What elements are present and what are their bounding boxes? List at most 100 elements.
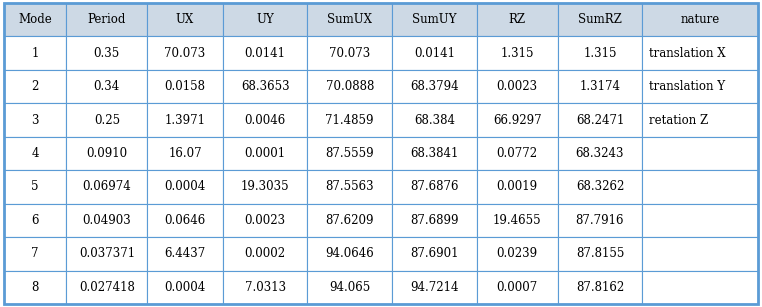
Text: 0.0023: 0.0023 (245, 214, 286, 227)
Bar (477, 270, 558, 304)
Text: 0.0023: 0.0023 (497, 80, 538, 93)
Bar (4, 70, 66, 103)
Bar (642, 270, 758, 304)
Bar (392, 170, 477, 204)
Bar (223, 204, 307, 237)
Text: 6: 6 (31, 214, 39, 227)
Bar (392, 3, 477, 37)
Bar (642, 170, 758, 204)
Bar (66, 70, 147, 103)
Bar (223, 3, 307, 37)
Bar (66, 103, 147, 137)
Text: 6.4437: 6.4437 (165, 247, 206, 260)
Bar (147, 3, 223, 37)
Bar (307, 170, 392, 204)
Bar (147, 204, 223, 237)
Bar (307, 70, 392, 103)
Bar (4, 3, 66, 37)
Bar (4, 170, 66, 204)
Text: UY: UY (256, 13, 274, 26)
Bar (147, 37, 223, 70)
Text: 19.3035: 19.3035 (241, 181, 290, 193)
Bar (642, 204, 758, 237)
Text: 1.315: 1.315 (501, 47, 534, 60)
Bar (558, 204, 642, 237)
Bar (307, 3, 392, 37)
Bar (66, 37, 147, 70)
Text: 0.0007: 0.0007 (497, 281, 538, 294)
Text: 68.3653: 68.3653 (241, 80, 290, 93)
Text: 0.0646: 0.0646 (165, 214, 206, 227)
Bar (147, 70, 223, 103)
Bar (307, 137, 392, 170)
Bar (223, 137, 307, 170)
Text: 0.0239: 0.0239 (497, 247, 538, 260)
Text: 1.3971: 1.3971 (165, 114, 206, 126)
Bar (477, 103, 558, 137)
Bar (642, 237, 758, 270)
Text: 3: 3 (31, 114, 39, 126)
Text: UX: UX (176, 13, 194, 26)
Text: 0.0019: 0.0019 (497, 181, 538, 193)
Text: 68.3841: 68.3841 (410, 147, 459, 160)
Text: 0.0910: 0.0910 (86, 147, 127, 160)
Text: 94.065: 94.065 (329, 281, 370, 294)
Bar (66, 137, 147, 170)
Bar (66, 237, 147, 270)
Bar (147, 270, 223, 304)
Bar (223, 103, 307, 137)
Bar (223, 170, 307, 204)
Text: translation X: translation X (649, 47, 726, 60)
Text: 0.0772: 0.0772 (497, 147, 538, 160)
Bar (307, 237, 392, 270)
Bar (392, 70, 477, 103)
Text: 0.027418: 0.027418 (79, 281, 135, 294)
Bar (307, 204, 392, 237)
Bar (223, 70, 307, 103)
Bar (642, 37, 758, 70)
Text: 87.6209: 87.6209 (325, 214, 374, 227)
Text: 0.0158: 0.0158 (165, 80, 206, 93)
Text: 0.0046: 0.0046 (245, 114, 286, 126)
Text: 68.3262: 68.3262 (576, 181, 624, 193)
Bar (558, 170, 642, 204)
Text: 87.6876: 87.6876 (410, 181, 459, 193)
Text: 0.35: 0.35 (94, 47, 120, 60)
Text: 0.06974: 0.06974 (82, 181, 131, 193)
Bar (147, 103, 223, 137)
Bar (307, 270, 392, 304)
Bar (4, 237, 66, 270)
Bar (477, 204, 558, 237)
Bar (307, 37, 392, 70)
Text: SumUY: SumUY (412, 13, 456, 26)
Bar (392, 37, 477, 70)
Text: RZ: RZ (508, 13, 526, 26)
Text: 87.6901: 87.6901 (410, 247, 459, 260)
Text: 0.0002: 0.0002 (245, 247, 286, 260)
Text: 68.384: 68.384 (414, 114, 455, 126)
Text: 87.5559: 87.5559 (325, 147, 374, 160)
Text: 0.34: 0.34 (94, 80, 120, 93)
Bar (4, 270, 66, 304)
Bar (4, 37, 66, 70)
Bar (642, 3, 758, 37)
Bar (4, 204, 66, 237)
Bar (66, 170, 147, 204)
Text: SumUX: SumUX (327, 13, 372, 26)
Text: 19.4655: 19.4655 (493, 214, 542, 227)
Text: 5: 5 (31, 181, 39, 193)
Text: 94.7214: 94.7214 (410, 281, 459, 294)
Bar (392, 137, 477, 170)
Bar (66, 204, 147, 237)
Bar (558, 237, 642, 270)
Bar (392, 237, 477, 270)
Bar (477, 170, 558, 204)
Bar (147, 237, 223, 270)
Text: Mode: Mode (18, 13, 52, 26)
Bar (477, 37, 558, 70)
Bar (4, 137, 66, 170)
Bar (558, 70, 642, 103)
Text: 1: 1 (31, 47, 39, 60)
Bar (147, 170, 223, 204)
Bar (392, 270, 477, 304)
